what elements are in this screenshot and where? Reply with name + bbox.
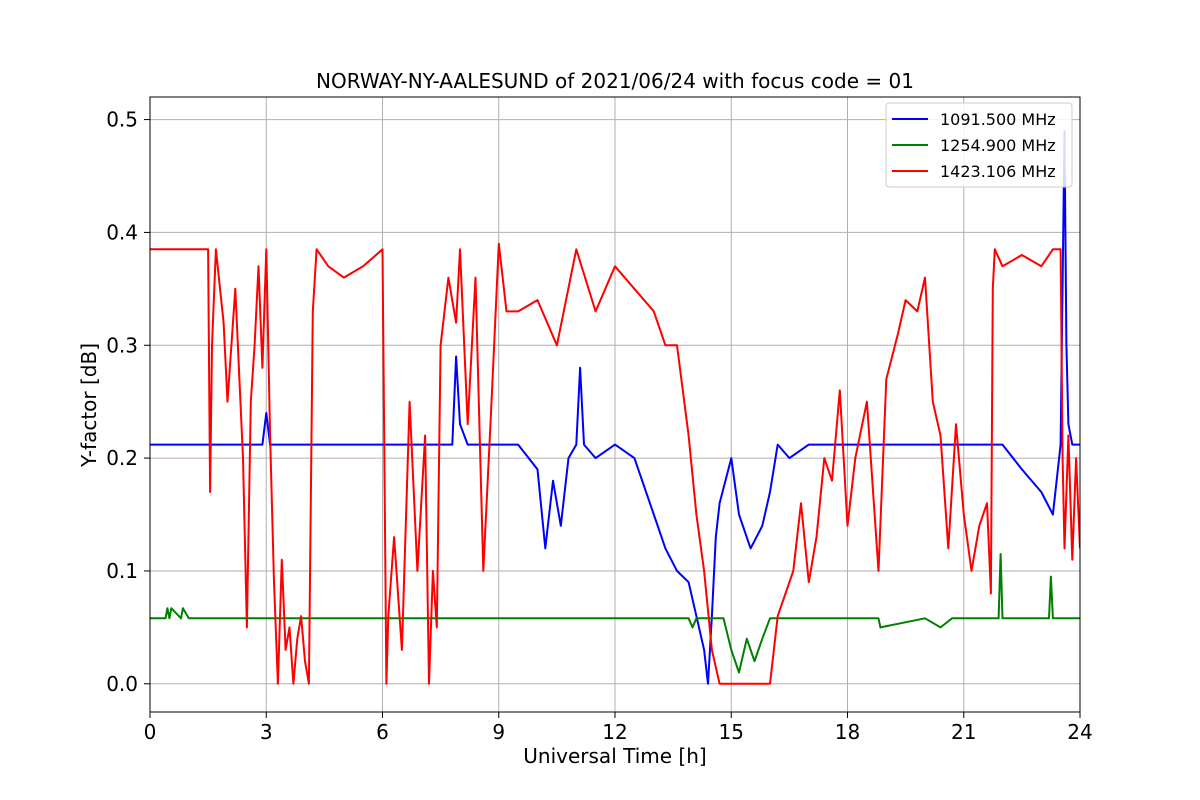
series-layer xyxy=(150,129,1080,685)
legend-label-1254: 1254.900 MHz xyxy=(940,136,1056,155)
y-tick-label: 0.0 xyxy=(106,672,138,696)
legend-label-1091: 1091.500 MHz xyxy=(940,110,1056,129)
x-tick-label: 12 xyxy=(602,720,627,744)
x-tick-label: 21 xyxy=(951,720,976,744)
x-tick-label: 0 xyxy=(144,720,157,744)
legend-box xyxy=(885,102,1073,188)
x-tick-label: 18 xyxy=(835,720,860,744)
y-tick-label: 0.3 xyxy=(106,333,138,357)
y-tick-label: 0.1 xyxy=(106,559,138,583)
legend-label-1423: 1423.106 MHz xyxy=(940,162,1056,181)
x-tick-label: 24 xyxy=(1067,720,1092,744)
series-line-0 xyxy=(150,129,1080,685)
x-tick-label: 15 xyxy=(719,720,744,744)
x-tick-label: 3 xyxy=(260,720,273,744)
x-ticks: 0 3 6 9 12 15 18 21 24 xyxy=(144,712,1093,744)
y-axis-label: Y-factor [dB] xyxy=(77,343,101,468)
y-tick-label: 0.5 xyxy=(106,108,138,132)
y-tick-label: 0.4 xyxy=(106,220,138,244)
y-ticks: 0.0 0.1 0.2 0.3 0.4 0.5 xyxy=(106,108,150,696)
x-axis-label: Universal Time [h] xyxy=(523,744,706,768)
x-tick-label: 9 xyxy=(492,720,505,744)
chart-title: NORWAY-NY-AALESUND of 2021/06/24 with fo… xyxy=(316,69,914,93)
series-line-1 xyxy=(150,553,1080,674)
y-tick-label: 0.2 xyxy=(106,446,138,470)
grid xyxy=(149,97,1081,712)
x-tick-label: 6 xyxy=(376,720,389,744)
legend: 1091.500 MHz 1254.900 MHz 1423.106 MHz xyxy=(885,102,1073,188)
series-line-2 xyxy=(150,242,1080,685)
